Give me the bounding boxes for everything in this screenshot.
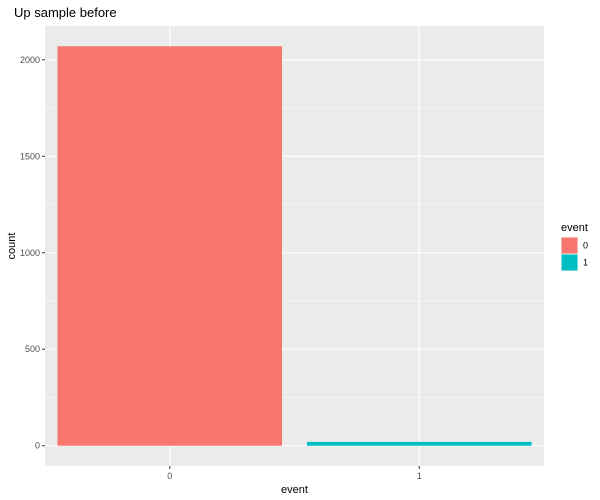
y-tick-label: 1000 [20,248,40,258]
y-tick-label: 1500 [20,151,40,161]
y-axis: 0 500 1000 1500 2000 [20,55,45,451]
chart-title: Up sample before [14,5,117,20]
y-axis-title: count [6,233,18,260]
y-tick-label: 2000 [20,55,40,65]
legend-label-1: 1 [583,258,588,268]
legend: event 01 [561,222,588,271]
x-axis-title: event [281,484,308,496]
bars [57,46,532,446]
bar-0 [57,46,283,446]
legend-label-0: 0 [583,241,588,251]
x-tick-label: 1 [417,471,422,481]
y-tick-label: 0 [35,441,40,451]
y-tick-label: 500 [25,344,40,354]
legend-swatch-0 [561,237,578,254]
x-tick-label: 0 [167,471,172,481]
bar-1 [306,441,532,446]
legend-swatch-1 [561,254,578,271]
legend-entries: 01 [561,237,588,271]
legend-title: event [561,222,588,234]
